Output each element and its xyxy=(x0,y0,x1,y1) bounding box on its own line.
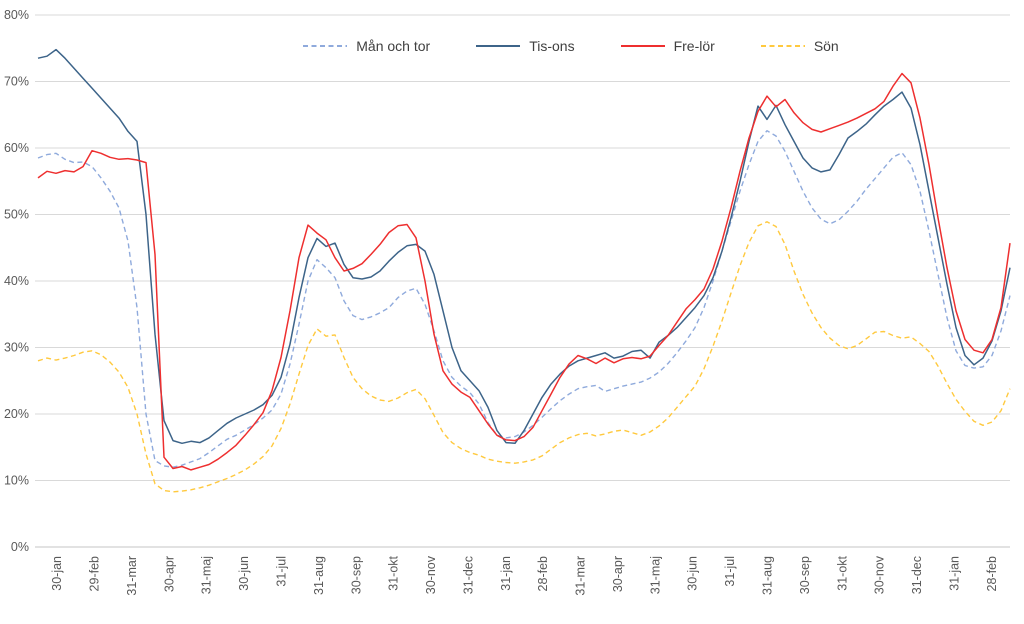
y-axis-tick-label: 60% xyxy=(4,141,29,155)
x-axis-tick-label: 30-apr xyxy=(611,556,625,592)
legend-item-m-n-och-tor[interactable]: Mån och tor xyxy=(303,38,430,54)
x-axis-tick-label: 30-apr xyxy=(162,556,176,592)
x-axis-tick-label: 31-aug xyxy=(312,556,326,595)
series-line-m-n-och-tor xyxy=(37,129,1011,468)
x-axis-tick-label: 31-jan xyxy=(499,556,513,591)
legend-line-sample-icon xyxy=(303,45,348,47)
legend-line-sample-icon xyxy=(760,45,805,47)
y-axis-tick-label: 0% xyxy=(11,540,29,554)
x-axis-tick-label: 31-dec xyxy=(461,556,475,594)
x-axis-tick-label: 31-okt xyxy=(835,555,849,590)
x-axis-tick-label: 29-feb xyxy=(88,556,102,591)
legend-item-tis-ons[interactable]: Tis-ons xyxy=(476,38,575,54)
x-axis-tick-label: 31-jul xyxy=(275,556,289,587)
x-axis-tick-label: 31-maj xyxy=(200,556,214,594)
legend-label: Fre-lör xyxy=(673,38,715,54)
x-axis-tick-label: 30-sep xyxy=(349,556,363,594)
series-line-tis-ons xyxy=(37,48,1011,445)
x-axis-tick-label: 31-jan xyxy=(947,556,961,591)
x-axis-tick-label: 31-maj xyxy=(648,556,662,594)
x-axis-tick-label: 31-okt xyxy=(387,555,401,590)
x-axis-tick-label: 31-dec xyxy=(910,556,924,594)
y-axis-tick-label: 80% xyxy=(4,8,29,22)
y-axis-tick-label: 10% xyxy=(4,474,29,488)
x-axis-tick-label: 30-jun xyxy=(237,556,251,591)
x-axis-tick-label: 31-jul xyxy=(723,556,737,587)
x-axis-tick-label: 30-jun xyxy=(686,556,700,591)
legend-label: Mån och tor xyxy=(356,38,431,54)
x-axis-tick-label: 31-aug xyxy=(761,556,775,595)
x-axis-tick-label: 30-nov xyxy=(424,555,438,594)
legend-line-sample-icon xyxy=(620,45,665,47)
series-line-s-n xyxy=(37,221,1011,493)
y-axis-tick-label: 50% xyxy=(4,208,29,222)
legend-label: Sön xyxy=(813,38,839,54)
legend-line-sample-icon xyxy=(476,45,521,47)
series-line-fre-l-r xyxy=(37,72,1011,471)
legend-label: Tis-ons xyxy=(529,38,575,54)
x-axis-tick-label: 31-mar xyxy=(574,556,588,596)
x-axis-tick-label: 31-mar xyxy=(125,556,139,596)
x-axis-tick-label: 28-feb xyxy=(536,556,550,591)
y-axis-tick-label: 20% xyxy=(4,407,29,421)
x-axis-tick-label: 28-feb xyxy=(985,556,999,591)
chart-legend: Mån och tor Tis-ons Fre-lör Sön xyxy=(35,34,1012,58)
y-axis-tick-label: 30% xyxy=(4,341,29,355)
x-axis-tick-label: 30-nov xyxy=(873,555,887,594)
x-axis-tick-label: 30-sep xyxy=(798,556,812,594)
y-axis-tick-label: 70% xyxy=(4,75,29,89)
legend-item-fre-l-r[interactable]: Fre-lör xyxy=(620,38,715,54)
y-axis-tick-label: 40% xyxy=(4,274,29,288)
x-axis-tick-label: 30-jan xyxy=(50,556,64,591)
legend-item-s-n[interactable]: Sön xyxy=(760,38,839,54)
